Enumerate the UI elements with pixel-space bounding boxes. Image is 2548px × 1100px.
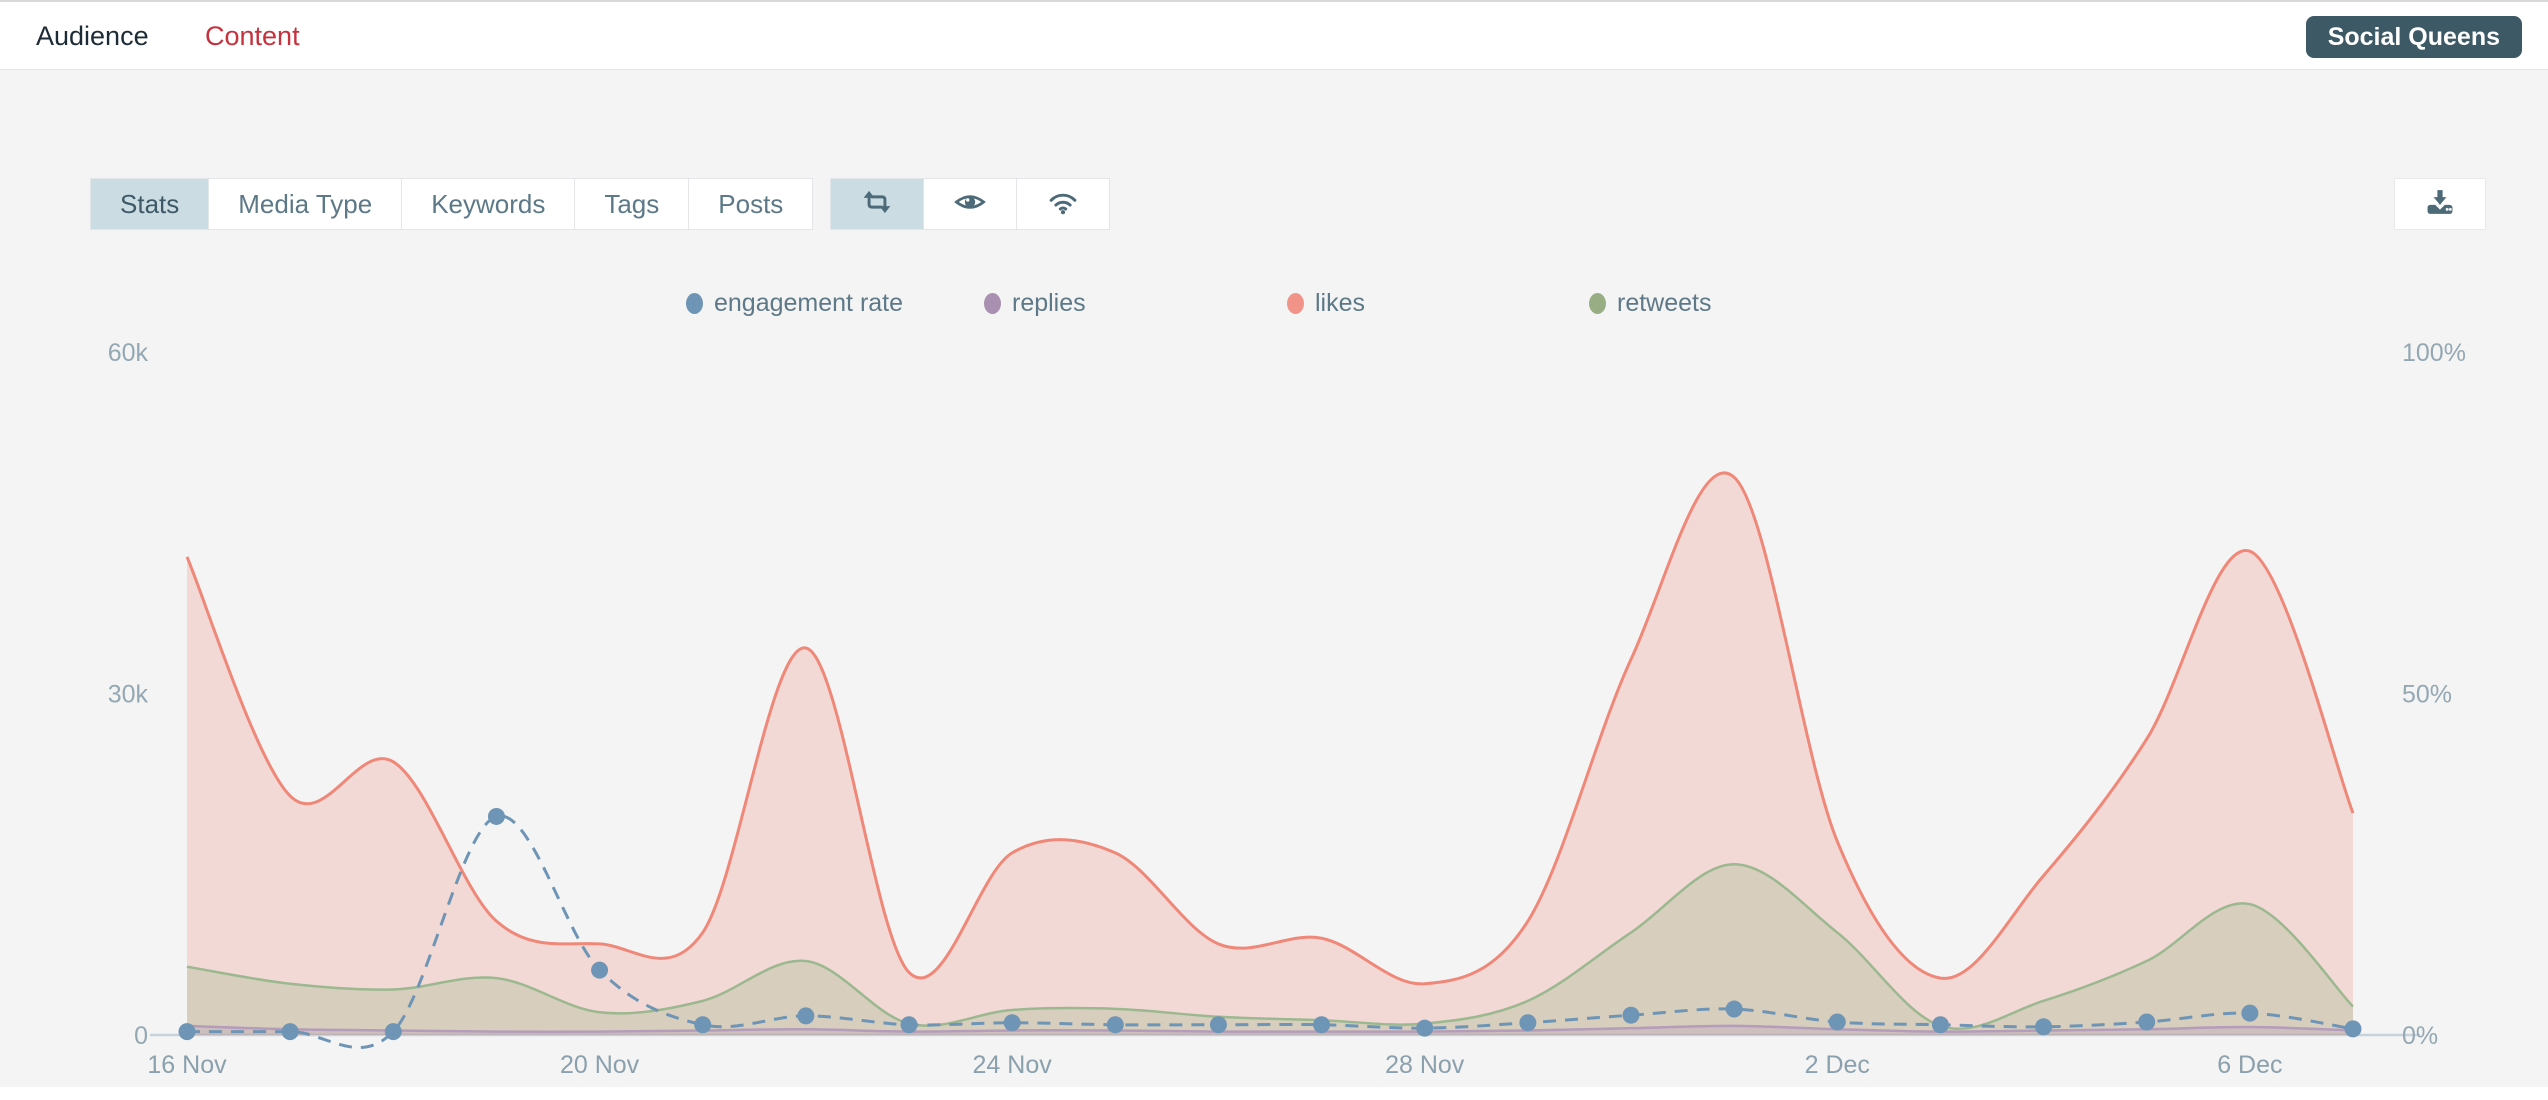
y-left-tick-label: 30k — [108, 681, 149, 709]
x-tick-label: 24 Nov — [973, 1051, 1053, 1079]
chart-tab-bar: Stats Media Type Keywords Tags Posts — [90, 178, 814, 230]
series-engagement-rate — [178, 807, 2362, 1050]
tab-tags[interactable]: Tags — [575, 179, 690, 229]
tab-stats[interactable]: Stats — [91, 179, 210, 229]
legend-label: replies — [1012, 289, 1086, 317]
y-right-tick-label: 50% — [2402, 681, 2452, 709]
y-left-tick-label: 60k — [108, 339, 149, 367]
legend-item-likes[interactable]: likes — [1287, 289, 1365, 318]
nav-tab-content[interactable]: Content — [205, 21, 300, 51]
series-replies — [186, 1024, 2354, 1035]
wifi-icon — [1046, 187, 1080, 222]
metric-toggle-group — [830, 178, 1110, 230]
x-tick-label: 2 Dec — [1805, 1051, 1870, 1079]
reach-toggle-button[interactable] — [1017, 179, 1109, 229]
impressions-toggle-button[interactable] — [924, 179, 1017, 229]
x-tick-label: 6 Dec — [2217, 1051, 2282, 1079]
legend-label: likes — [1315, 289, 1366, 317]
tab-keywords[interactable]: Keywords — [402, 179, 576, 229]
tab-posts[interactable]: Posts — [689, 179, 813, 229]
legend-label: retweets — [1617, 289, 1712, 317]
footer-strip — [0, 1087, 2548, 1100]
legend-item-retweets[interactable]: retweets — [1589, 289, 1711, 318]
x-tick-label: 28 Nov — [1385, 1051, 1465, 1079]
legend-item-replies[interactable]: replies — [984, 289, 1086, 318]
y-left-tick-label: 0 — [134, 1022, 148, 1050]
chart-legend: engagement rate replies likes retweets — [0, 289, 2548, 329]
legend-label: engagement rate — [714, 289, 904, 317]
legend-item-engagement-rate[interactable]: engagement rate — [686, 289, 903, 318]
account-badge[interactable]: Social Queens — [2305, 16, 2522, 58]
download-icon — [2423, 187, 2457, 222]
retweet-icon — [860, 187, 894, 222]
engagement-rate-points[interactable] — [178, 807, 2362, 1041]
retweets-toggle-button[interactable] — [831, 179, 924, 229]
tab-media-type[interactable]: Media Type — [209, 179, 403, 229]
legend-dot-engagement-rate — [686, 293, 703, 314]
top-navigation-bar: Audience Content Social Queens — [0, 0, 2548, 70]
legend-dot-likes — [1287, 293, 1304, 314]
legend-dot-retweets — [1589, 293, 1606, 314]
x-tick-label: 20 Nov — [560, 1051, 640, 1079]
y-right-tick-label: 0% — [2402, 1022, 2438, 1050]
download-chart-button[interactable] — [2394, 178, 2486, 230]
eye-icon — [953, 187, 987, 222]
y-right-tick-label: 100% — [2402, 339, 2466, 367]
x-tick-label: 16 Nov — [147, 1051, 227, 1079]
series-likes — [185, 471, 2355, 1035]
nav-tab-audience[interactable]: Audience — [36, 21, 149, 51]
legend-dot-replies — [984, 293, 1001, 314]
series-retweets — [186, 862, 2354, 1035]
